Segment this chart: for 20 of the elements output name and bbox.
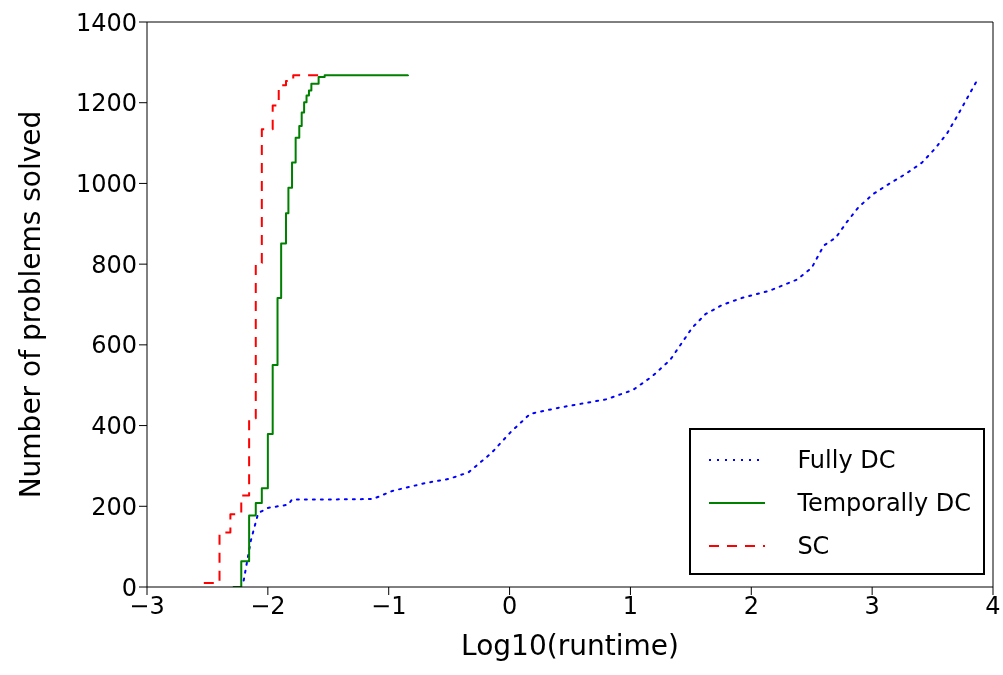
y-tick-label: 200 <box>91 492 137 521</box>
y-tick-label: 400 <box>91 412 137 441</box>
legend-label: Temporally DC <box>797 488 971 517</box>
legend-label: SC <box>797 531 830 560</box>
y-tick-label: 600 <box>91 331 137 360</box>
y-tick-label: 800 <box>91 250 137 279</box>
y-axis-title: Number of problems solved <box>13 110 47 499</box>
y-tick-label: 1200 <box>75 89 137 118</box>
x-axis-title: Log10(runtime) <box>461 629 679 662</box>
x-tick-label: 1 <box>622 592 639 621</box>
y-tick-label: 1000 <box>75 169 137 198</box>
x-tick-label: 4 <box>985 592 1001 621</box>
x-tick-label: 2 <box>743 592 759 621</box>
y-tick-label: 1400 <box>75 8 137 37</box>
line-series <box>242 81 978 582</box>
x-tick-label: −2 <box>250 592 286 621</box>
legend-label: Fully DC <box>797 445 896 474</box>
x-tick-label: 3 <box>864 592 880 621</box>
x-tick-label: −1 <box>371 592 407 621</box>
x-tick-label: 0 <box>501 592 518 621</box>
